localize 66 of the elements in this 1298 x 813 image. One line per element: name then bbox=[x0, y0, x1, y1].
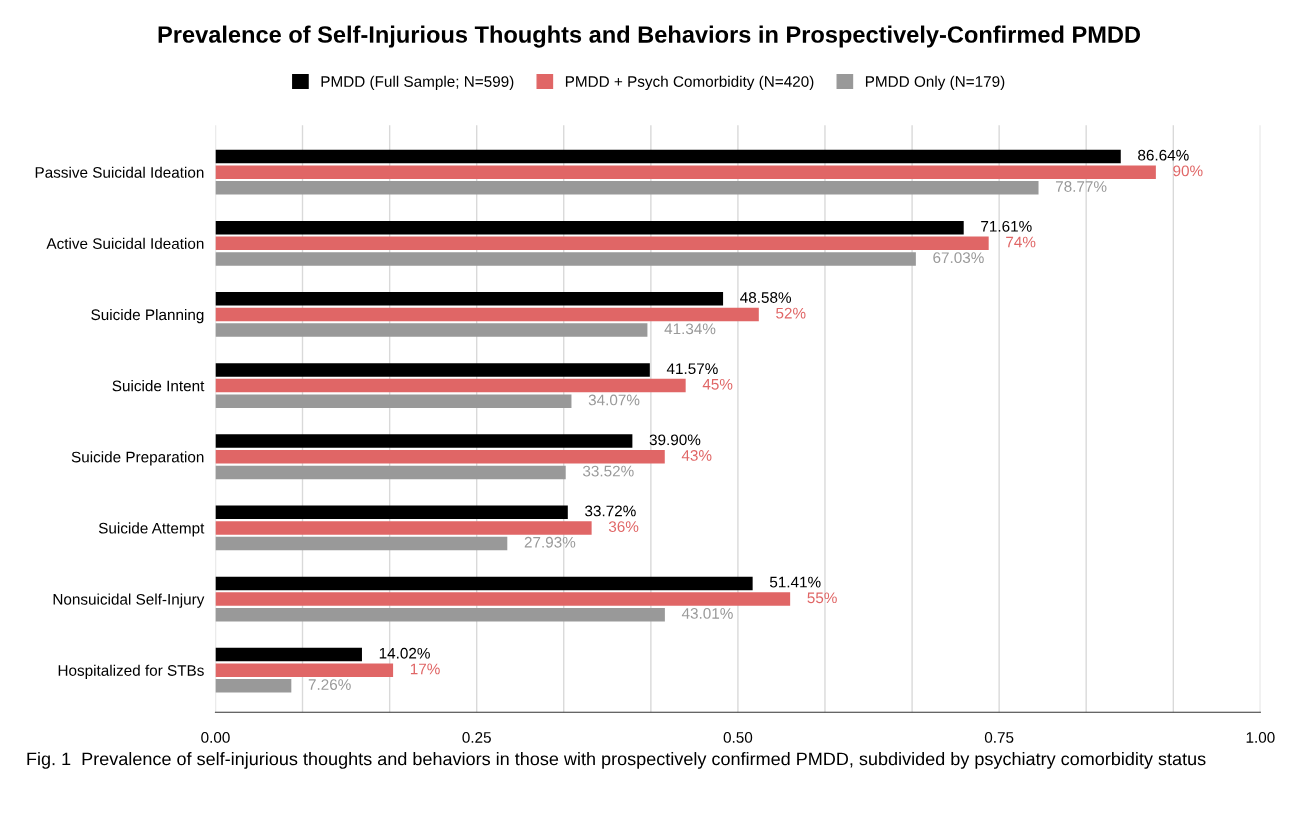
bar bbox=[215, 378, 686, 393]
data-label: 45% bbox=[702, 378, 733, 390]
data-label: 71.61% bbox=[981, 220, 1032, 232]
x-tick-label: 0.00 bbox=[201, 732, 230, 743]
y-tick-label: Nonsuicidal Self-Injury bbox=[53, 593, 205, 608]
data-label: 67.03% bbox=[933, 252, 984, 264]
bar bbox=[215, 434, 633, 448]
data-label: 74% bbox=[1006, 236, 1036, 248]
y-tick-label: Suicide Intent bbox=[112, 380, 205, 392]
bar bbox=[215, 647, 362, 662]
legend-label: PMDD Only (N=179) bbox=[865, 75, 1005, 90]
data-label: 34.07% bbox=[588, 394, 640, 406]
data-label: 39.90% bbox=[649, 434, 701, 446]
x-tick-label: 0.50 bbox=[723, 732, 753, 743]
caption: Fig. 1 Prevalence of self-injurious thoughts and behaviors in those with prospectively confirmed PMDD, subdivided by psychiatry comorbidity status bbox=[27, 752, 1206, 769]
data-label: 27.93% bbox=[524, 536, 576, 548]
bar bbox=[215, 292, 724, 306]
y-tick-label: Passive Suicidal Ideation bbox=[35, 166, 204, 178]
data-label: 51.41% bbox=[769, 576, 821, 588]
bar bbox=[215, 307, 759, 322]
y-tick-label: Suicide Preparation bbox=[71, 451, 204, 466]
y-tick-label: Hospitalized for STBs bbox=[58, 664, 204, 679]
bar bbox=[215, 220, 964, 235]
data-label: 55% bbox=[807, 592, 837, 604]
data-label: 7.26% bbox=[308, 679, 351, 690]
data-label: 41.34% bbox=[664, 323, 716, 335]
y-tick-label: Suicide Attempt bbox=[98, 522, 205, 537]
x-tick-label: 1.00 bbox=[1246, 732, 1275, 743]
bar bbox=[215, 181, 1039, 195]
bar bbox=[215, 252, 916, 266]
bar bbox=[215, 450, 665, 464]
chart-title: Prevalence of Self-Injurious Thoughts and Behaviors in Prospectively-Confirmed PMDD bbox=[158, 25, 1141, 48]
bar bbox=[215, 505, 568, 520]
bar bbox=[215, 521, 592, 535]
bar bbox=[215, 592, 791, 606]
y-tick-label: Suicide Planning bbox=[91, 308, 204, 324]
bar bbox=[215, 576, 753, 591]
bar bbox=[215, 236, 989, 251]
data-label: 33.72% bbox=[585, 505, 636, 517]
bar bbox=[215, 165, 1156, 179]
data-label: 43.01% bbox=[681, 608, 733, 619]
data-label: 86.64% bbox=[1138, 149, 1189, 161]
bar bbox=[215, 323, 648, 337]
data-label: 17% bbox=[410, 663, 440, 675]
legend-label: PMDD (Full Sample; N=599) bbox=[321, 75, 514, 90]
data-label: 90% bbox=[1173, 165, 1203, 177]
data-label: 52% bbox=[776, 307, 806, 319]
data-label: 33.52% bbox=[582, 465, 634, 477]
bar bbox=[215, 536, 508, 551]
data-label: 48.58% bbox=[740, 292, 792, 303]
y-tick-label: Active Suicidal Ideation bbox=[46, 237, 204, 249]
data-label: 43% bbox=[681, 450, 712, 461]
data-label: 14.02% bbox=[379, 647, 430, 659]
data-label: 36% bbox=[608, 521, 639, 533]
bar bbox=[215, 679, 292, 693]
x-tick-label: 0.75 bbox=[984, 732, 1014, 743]
data-label: 41.57% bbox=[666, 363, 718, 375]
bar bbox=[215, 663, 394, 677]
bar bbox=[215, 363, 650, 377]
bar bbox=[215, 149, 1121, 164]
x-tick-label: 0.25 bbox=[462, 732, 491, 743]
legend-label: PMDD + Psych Comorbidity (N=420) bbox=[565, 75, 814, 90]
bar bbox=[215, 465, 566, 480]
bar bbox=[215, 394, 572, 409]
data-label: 78.77% bbox=[1055, 181, 1107, 192]
bar bbox=[215, 607, 665, 622]
